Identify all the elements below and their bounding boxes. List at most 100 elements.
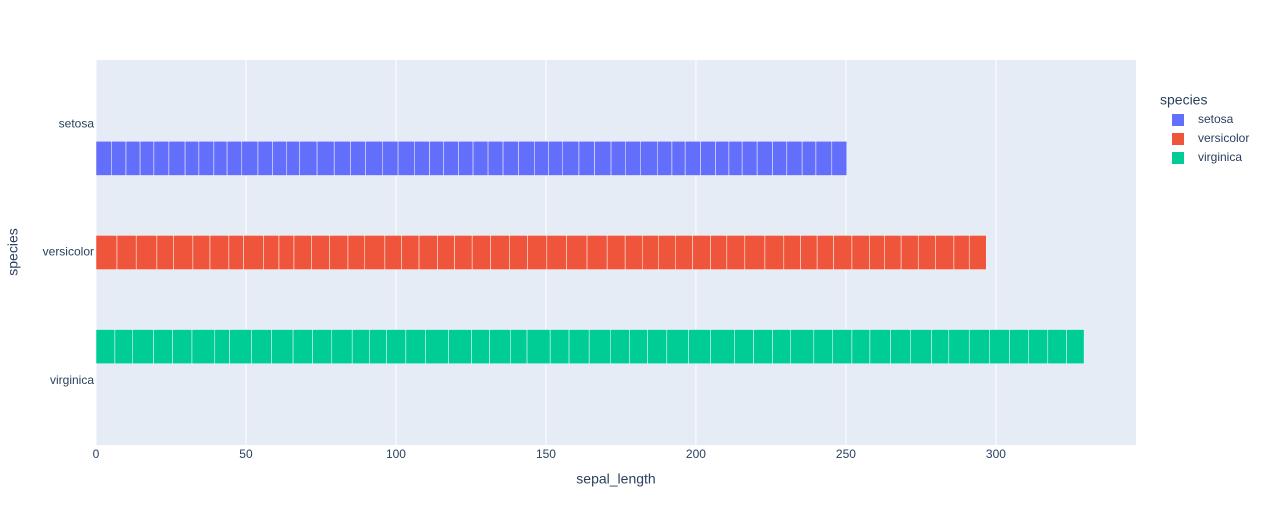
bar-segment bbox=[502, 141, 519, 176]
bar-segment bbox=[153, 141, 170, 176]
bar-segment bbox=[471, 329, 490, 364]
bar-segment bbox=[710, 329, 735, 364]
bar-segment bbox=[734, 329, 754, 364]
bar-segment bbox=[1009, 329, 1029, 364]
bar-segment bbox=[365, 141, 384, 176]
bar-segment bbox=[641, 235, 659, 270]
bar-segment bbox=[688, 329, 711, 364]
bar-segment bbox=[948, 329, 970, 364]
x-tick-label: 50 bbox=[239, 447, 253, 461]
bar-segment bbox=[228, 235, 244, 270]
bar-segment bbox=[831, 141, 848, 176]
bar-segment bbox=[1066, 329, 1085, 364]
bar-segment bbox=[311, 235, 330, 270]
bar-segment bbox=[414, 141, 430, 176]
bar-segment bbox=[549, 329, 570, 364]
bar-segment bbox=[229, 329, 252, 364]
bar-segment bbox=[989, 329, 1010, 364]
bar-segment bbox=[213, 141, 228, 176]
legend-swatch bbox=[1172, 133, 1184, 145]
bar-segment bbox=[490, 235, 510, 270]
bar-segment bbox=[95, 141, 112, 176]
bar-segment bbox=[813, 329, 833, 364]
bar-segment bbox=[625, 141, 641, 176]
bar-segment bbox=[350, 141, 366, 176]
bar-segment bbox=[1047, 329, 1067, 364]
bar-segment bbox=[192, 235, 211, 270]
legend-label: versicolor bbox=[1198, 131, 1249, 145]
bar-segment bbox=[316, 141, 335, 176]
legend-label: setosa bbox=[1198, 112, 1234, 126]
bar-segment bbox=[744, 235, 766, 270]
bar-segment bbox=[382, 141, 399, 176]
bar-segment bbox=[331, 329, 353, 364]
bar-segment bbox=[772, 329, 791, 364]
x-tick-label: 0 bbox=[93, 447, 100, 461]
bar-segment bbox=[401, 235, 420, 270]
bar-segment bbox=[448, 329, 472, 364]
bar-segment bbox=[586, 235, 608, 270]
bar-segment bbox=[243, 235, 264, 270]
bar-segment bbox=[329, 235, 349, 270]
bar-segment bbox=[726, 235, 746, 270]
bar-segment bbox=[418, 235, 438, 270]
bar-segment bbox=[910, 329, 932, 364]
legend-label: virginica bbox=[1198, 150, 1242, 164]
bar-segment bbox=[369, 329, 387, 364]
bar-segment bbox=[510, 329, 528, 364]
bar-segment bbox=[271, 329, 294, 364]
x-tick-label: 250 bbox=[836, 447, 856, 461]
bar-segment bbox=[458, 141, 474, 176]
bar-segment bbox=[790, 329, 815, 364]
bar-segment bbox=[312, 329, 333, 364]
bar-segment bbox=[405, 329, 426, 364]
bar-segment bbox=[548, 141, 564, 176]
bar-segment bbox=[429, 141, 444, 176]
bar-segment bbox=[454, 235, 473, 270]
bar-segment bbox=[293, 235, 312, 270]
bar-segment bbox=[800, 235, 818, 270]
bar-segment bbox=[728, 141, 743, 176]
y-tick-label: virginica bbox=[50, 373, 94, 387]
bar-segment bbox=[629, 329, 648, 364]
bar-segment bbox=[191, 329, 216, 364]
bar-segment bbox=[299, 141, 318, 176]
bar-segment bbox=[816, 235, 834, 270]
bar-segment bbox=[1028, 329, 1049, 364]
bar-segment bbox=[656, 141, 673, 176]
bar-segment bbox=[347, 235, 366, 270]
bar-segment bbox=[710, 235, 728, 270]
bar-segment bbox=[153, 329, 173, 364]
bar-segment bbox=[594, 141, 612, 176]
bar-segment bbox=[114, 329, 133, 364]
bar-segment bbox=[578, 141, 595, 176]
bar-segment bbox=[917, 235, 936, 270]
bar-segment bbox=[666, 329, 689, 364]
bar-segment bbox=[935, 235, 955, 270]
y-tick-label: versicolor bbox=[43, 245, 94, 259]
bar-segment bbox=[772, 141, 788, 176]
bar-segment bbox=[471, 235, 491, 270]
bar-segment bbox=[534, 141, 549, 176]
bar-segment bbox=[184, 141, 200, 176]
bar-segment bbox=[95, 329, 116, 364]
bar-segment bbox=[518, 141, 535, 176]
bar-segment bbox=[851, 235, 870, 270]
bar-segment bbox=[756, 141, 773, 176]
bar-segment bbox=[764, 235, 785, 270]
bar-segment bbox=[226, 141, 243, 176]
bar-segment bbox=[562, 141, 580, 176]
bar-segment bbox=[489, 329, 511, 364]
bar-segment bbox=[588, 329, 612, 364]
legend-title: species bbox=[1160, 92, 1207, 108]
bar-segment bbox=[684, 141, 701, 176]
bar-segment bbox=[832, 329, 853, 364]
bar-segment bbox=[658, 235, 676, 270]
bar-segment bbox=[198, 141, 215, 176]
bar-segment bbox=[437, 235, 455, 270]
bar-segment bbox=[546, 235, 567, 270]
bar-segment bbox=[116, 235, 137, 270]
bar-segment bbox=[425, 329, 449, 364]
bar-segment bbox=[715, 141, 730, 176]
